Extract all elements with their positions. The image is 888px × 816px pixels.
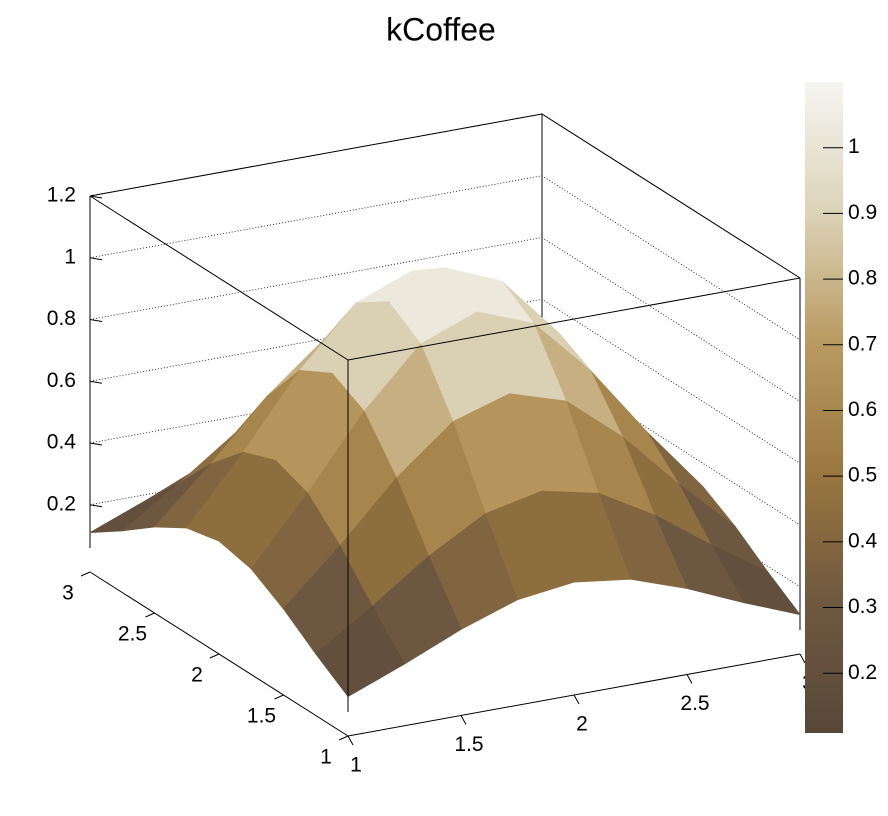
z-tick-label: 0.6 [47,369,76,392]
grid-line [89,298,801,464]
y-tick-label: 1.5 [247,705,276,728]
x-tick-label: 1 [350,754,362,777]
colorbar-tick-label: 0.7 [848,332,877,355]
colorbar-tick-label: 0.5 [848,464,877,487]
y-tick [145,612,155,618]
colorbar-tick-label: 0.2 [848,661,877,684]
x-tick-label: 1.5 [454,733,483,756]
z-tick [89,195,103,199]
z-tick-label: 0.4 [47,431,77,454]
y-tick-label: 3 [62,582,74,605]
z-tick [89,442,103,446]
colorbar-tick-label: 1 [848,135,860,158]
box-edge [347,277,801,361]
colorbar-tick-label: 0.8 [848,267,877,290]
y-tick [209,653,220,659]
colorbar-tick-label: 0.9 [848,201,877,224]
y-tick [274,694,284,700]
colorbar-tick-label: 0.4 [848,529,878,552]
y-tick [338,735,349,741]
x-tick [573,694,580,705]
y-tick [80,571,91,577]
z-tick [89,504,103,508]
y-tick-label: 2 [191,664,203,687]
colorbar-tick-label: 0.3 [848,595,877,618]
x-tick [686,674,693,684]
x-tick [460,715,467,725]
x-tick [799,653,806,664]
z-tick [89,257,103,261]
grid-line [89,175,801,341]
grid-line [89,113,801,279]
z-tick-label: 0.8 [47,307,76,330]
y-tick-label: 1 [320,746,332,769]
x-tick [347,735,354,746]
y-tick-label: 2.5 [118,623,147,646]
x-tick-label: 2 [576,713,588,736]
box-edge [89,113,543,197]
box-edge [89,195,349,361]
z-tick [89,380,103,384]
colorbar-tick-label: 0.6 [848,398,877,421]
z-tick-label: 1 [64,245,76,268]
x-tick-label: 2.5 [680,692,709,715]
surface [89,267,801,697]
chart-title: kCoffee [386,11,496,47]
surface-cell [315,606,405,697]
z-tick-label: 1.2 [47,184,76,207]
colorbar [805,82,843,733]
z-tick [89,319,103,323]
z-tick-label: 0.2 [47,492,76,515]
